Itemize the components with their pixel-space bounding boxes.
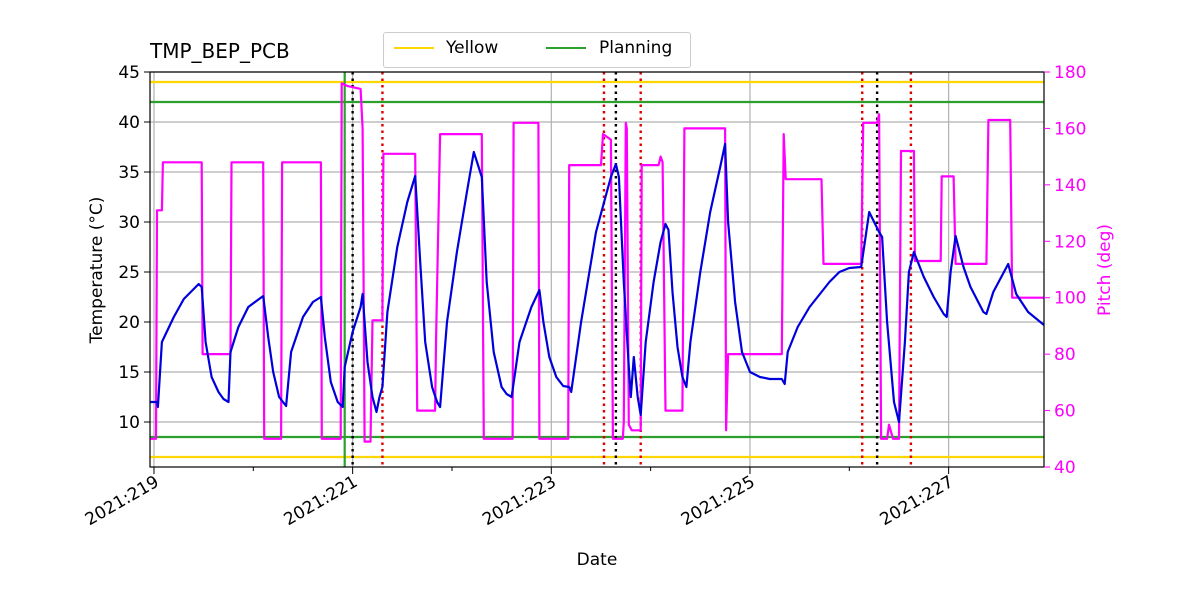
y-left-tick-label: 30 [118,213,140,233]
legend-label-planning: Planning [599,38,673,58]
y-right-tick-label: 160 [1054,119,1086,139]
chart-title: TMP_BEP_PCB [149,39,290,63]
y-right-tick-label: 80 [1054,345,1076,365]
y-right-tick-label: 60 [1054,402,1076,422]
y-right-tick-label: 120 [1054,232,1086,252]
y-left-tick-label: 40 [118,113,140,133]
legend: Yellow Planning [383,32,691,68]
series-lines [150,82,1044,443]
legend-swatch-planning [546,47,586,49]
series-line-temperature [150,142,1044,424]
y-right-tick-label: 40 [1054,458,1076,478]
y-axis-left: 10 15 20 25 30 35 40 45 [118,63,150,433]
y-left-tick-label: 15 [118,363,140,383]
y-left-tick-label: 25 [118,263,140,283]
y-left-tick-label: 10 [118,413,140,433]
y-left-tick-label: 20 [118,313,140,333]
y-axis-right: 40 60 80 100 120 140 160 180 [1044,63,1086,478]
y-left-tick-label: 45 [118,63,140,83]
y-right-tick-label: 180 [1054,63,1086,83]
x-axis-label: Date [577,550,618,570]
y-left-tick-label: 35 [118,163,140,183]
legend-label-yellow: Yellow [446,38,499,58]
grid [150,71,1044,467]
plot-frame [149,71,1045,468]
legend-swatch-yellow [394,47,434,49]
series-line-pitch [150,82,1044,443]
y-axis-left-label: Temperature (°C) [87,197,107,345]
y-right-tick-label: 140 [1054,176,1086,196]
y-right-tick-label: 100 [1054,289,1086,309]
limit-lines [150,80,1044,459]
y-axis-right-label: Pitch (deg) [1095,224,1115,316]
